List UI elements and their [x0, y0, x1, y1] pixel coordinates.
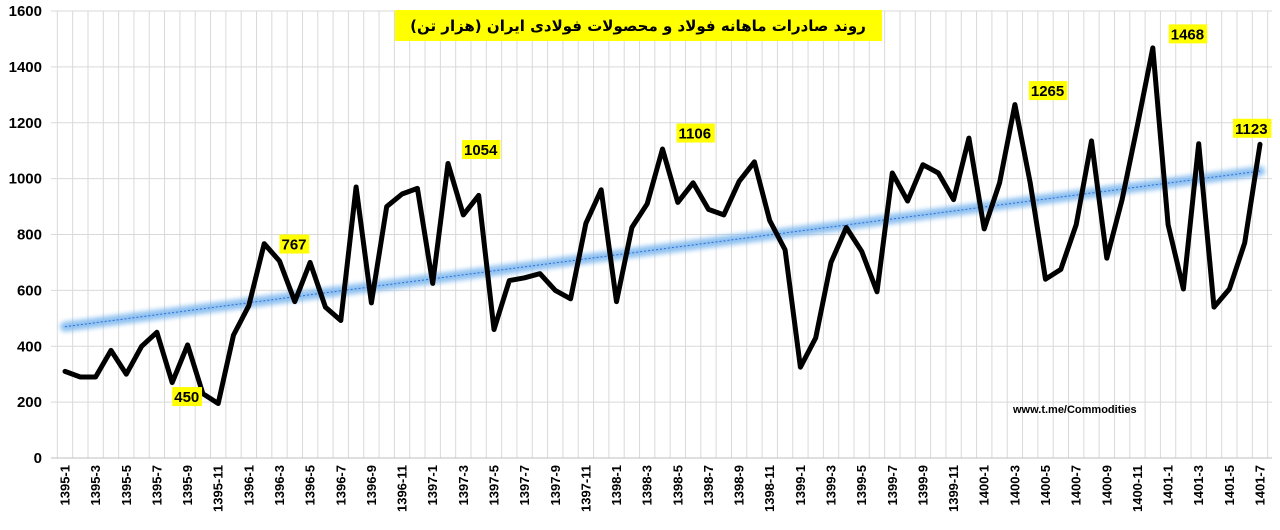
data-label: 1123 — [1233, 118, 1272, 138]
x-tick-label: 1396-9 — [364, 465, 379, 505]
x-tick-label: 1396-1 — [241, 465, 256, 505]
data-label-text: 1106 — [679, 126, 712, 143]
x-tick-label: 1399-11 — [946, 465, 961, 512]
x-tick-label: 1396-5 — [303, 465, 318, 505]
y-tick-label: 800 — [17, 227, 42, 244]
data-label-text: 767 — [281, 237, 306, 254]
x-tick-label: 1397-3 — [456, 465, 471, 505]
x-tick-label: 1395-9 — [180, 465, 195, 505]
data-labels: 450 767 1054 1106 1265 1468 1123 — [172, 24, 1272, 407]
x-tick-label: 1400-7 — [1069, 465, 1084, 505]
x-tick-label: 1395-3 — [88, 465, 103, 505]
x-tick-label: 1397-9 — [548, 465, 563, 505]
x-axis-ticks: 1395-1 1395-3 1395-5 1395-7 1395-9 1395-11 139… — [58, 465, 1268, 512]
y-tick-label: 0 — [34, 450, 42, 467]
data-label-background — [676, 123, 715, 143]
data-label-background — [1168, 24, 1208, 44]
y-tick-label: 1400 — [9, 59, 42, 76]
x-tick-label: 1398-3 — [640, 465, 655, 505]
data-label: 450 — [172, 387, 203, 407]
x-tick-label: 1397-5 — [486, 465, 501, 505]
x-tick-label: 1399-7 — [885, 465, 900, 505]
x-tick-label: 1401-5 — [1222, 465, 1237, 505]
x-tick-label: 1397-1 — [425, 465, 440, 505]
data-label-background — [1233, 118, 1272, 138]
data-label-text: 1054 — [464, 142, 498, 159]
data-label-text: 1265 — [1031, 83, 1064, 100]
data-label-background — [1028, 81, 1068, 101]
chart-title-text: روند صادرات ماهانه فولاد و محصولات فولاد… — [410, 17, 866, 35]
x-tick-label: 1400-1 — [977, 465, 992, 505]
y-axis-ticks: 0 200 400 600 800 1000 1200 1400 1600 — [9, 3, 42, 467]
gridlines — [51, 10, 1272, 459]
y-tick-label: 1000 — [9, 171, 42, 188]
data-label-background — [279, 234, 310, 254]
x-tick-label: 1398-7 — [701, 465, 716, 505]
trendline — [64, 170, 1261, 328]
series-line-group — [62, 45, 1263, 406]
x-tick-label: 1395-5 — [119, 465, 134, 505]
x-tick-label: 1398-1 — [609, 465, 624, 505]
data-label: 767 — [279, 234, 310, 254]
chart-title: روند صادرات ماهانه فولاد و محصولات فولاد… — [395, 10, 882, 41]
data-label-text: 1123 — [1235, 121, 1268, 138]
x-tick-label: 1399-9 — [915, 465, 930, 505]
x-tick-label: 1400-11 — [1130, 465, 1145, 512]
data-label-text: 1468 — [1171, 26, 1204, 43]
x-tick-label: 1395-11 — [211, 465, 226, 512]
series-line — [62, 45, 1263, 406]
x-tick-label: 1400-9 — [1099, 465, 1114, 505]
y-tick-label: 1200 — [9, 115, 42, 132]
x-tick-label: 1396-11 — [395, 465, 410, 512]
x-tick-label: 1397-7 — [517, 465, 532, 505]
data-label: 1106 — [676, 123, 715, 143]
x-tick-label: 1401-7 — [1253, 465, 1268, 505]
trendline-group — [60, 166, 1265, 332]
data-label-background — [462, 140, 501, 160]
x-tick-label: 1400-5 — [1038, 465, 1053, 505]
data-label: 1054 — [462, 140, 501, 160]
data-label-text: 450 — [174, 389, 199, 406]
chart-title-background — [395, 10, 882, 41]
x-tick-label: 1399-5 — [854, 465, 869, 505]
y-tick-label: 200 — [17, 394, 42, 411]
x-tick-label: 1398-5 — [670, 465, 685, 505]
x-tick-label: 1398-9 — [732, 465, 747, 505]
x-tick-label: 1401-1 — [1161, 465, 1176, 505]
x-tick-label: 1398-11 — [762, 465, 777, 512]
data-label: 1265 — [1028, 81, 1068, 101]
source-label: www.t.me/Commodities — [1012, 404, 1137, 416]
x-tick-label: 1396-7 — [333, 465, 348, 505]
x-tick-label: 1395-1 — [58, 465, 73, 505]
x-tick-label: 1399-1 — [793, 465, 808, 505]
y-tick-label: 400 — [17, 338, 42, 355]
x-tick-label: 1397-11 — [578, 465, 593, 512]
x-tick-label: 1401-3 — [1191, 465, 1206, 505]
data-label: 1468 — [1168, 24, 1208, 44]
y-tick-label: 1600 — [9, 3, 42, 20]
x-tick-label: 1399-3 — [824, 465, 839, 505]
x-tick-label: 1396-3 — [272, 465, 287, 505]
x-tick-label: 1400-3 — [1007, 465, 1022, 505]
data-label-background — [172, 387, 203, 407]
x-tick-label: 1395-7 — [149, 465, 164, 505]
y-tick-label: 600 — [17, 282, 42, 299]
